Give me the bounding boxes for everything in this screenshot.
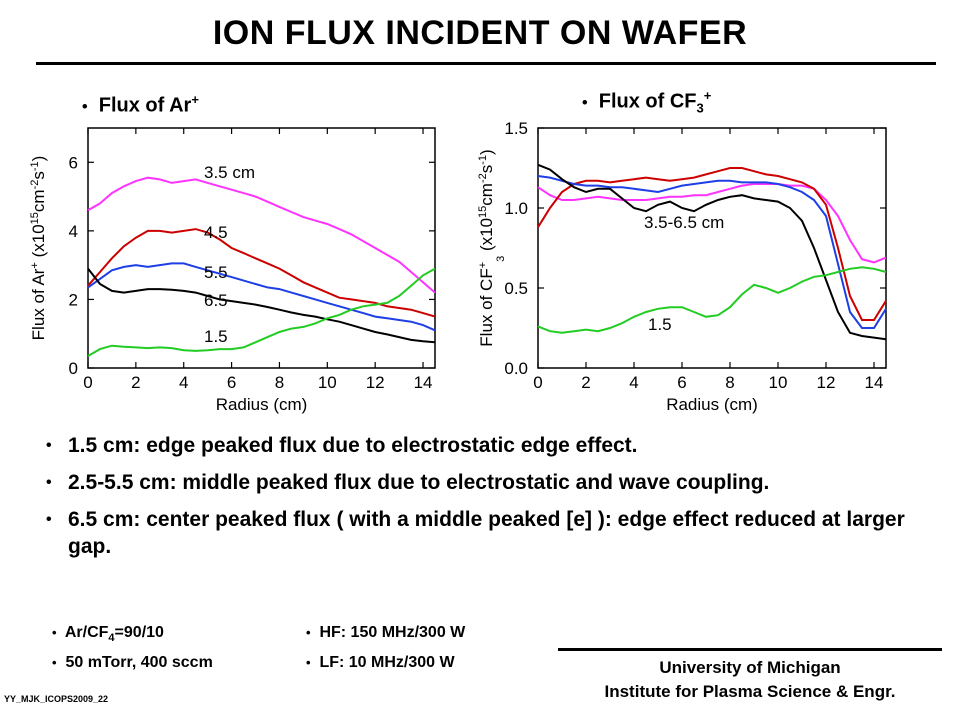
- right-plot-label-sup: +: [703, 88, 712, 103]
- condition-gas: • Ar/CF4=90/10: [52, 624, 164, 644]
- bullet-glyph: •: [52, 655, 57, 670]
- slide-title: ION FLUX INCIDENT ON WAFER: [212, 14, 748, 52]
- observations-list: • 1.5 cm: edge peaked flux due to electro…: [46, 432, 926, 570]
- condition-hf: • HF: 150 MHz/300 W: [306, 624, 465, 642]
- observation-text: 1.5 cm: edge peaked flux due to electros…: [68, 434, 638, 457]
- x-tick-label: 0: [83, 373, 92, 392]
- series-line: [537, 266, 887, 334]
- footer-line-1: University of Michigan: [659, 658, 841, 677]
- series-label: 6.5: [204, 291, 228, 310]
- right-plot-label: • Flux of CF3+: [582, 88, 711, 116]
- annotation-label: 1.5: [648, 315, 672, 334]
- x-tick-label: 6: [677, 373, 686, 392]
- series-line: [537, 183, 887, 264]
- y-tick-label: 0.5: [504, 279, 528, 298]
- bullet-glyph: •: [46, 437, 52, 454]
- y-tick-label: 0: [69, 359, 78, 378]
- left-plot-label-text: Flux of Ar: [98, 94, 192, 117]
- x-axis-label: Radius (cm): [216, 395, 308, 414]
- series-label: 3.5 cm: [204, 163, 255, 182]
- y-axis-label: Flux of Ar+ (x1015cm-2s-1): [29, 156, 48, 341]
- y-tick-label: 1.0: [504, 199, 528, 218]
- bullet-glyph: •: [82, 98, 88, 116]
- right-plot-label-text: Flux of CF: [598, 90, 697, 113]
- series-line: [537, 175, 887, 329]
- condition-lf: • LF: 10 MHz/300 W: [306, 654, 455, 672]
- series-label: 4.5: [204, 223, 228, 242]
- series-line: [87, 267, 436, 344]
- bullet-glyph: •: [46, 511, 52, 528]
- observation-text: 6.5 cm: center peaked flux ( with a midd…: [68, 508, 905, 558]
- series-line: [537, 163, 887, 341]
- x-tick-label: 6: [227, 373, 236, 392]
- pressure-text: 50 mTorr, 400 sccm: [65, 654, 213, 671]
- series-line: [87, 267, 436, 357]
- plot-frame: [87, 127, 436, 369]
- x-tick-label: 10: [318, 373, 337, 392]
- plot-frame: [537, 127, 887, 369]
- x-tick-label: 4: [179, 373, 188, 392]
- gas-ratio-pre: Ar/CF: [64, 624, 109, 641]
- observation-item: • 1.5 cm: edge peaked flux due to electro…: [46, 432, 926, 459]
- x-tick-label: 4: [629, 373, 638, 392]
- gas-ratio-post: =90/10: [114, 624, 164, 641]
- x-tick-label: 8: [725, 373, 734, 392]
- left-plot-label: • Flux of Ar+: [82, 92, 199, 118]
- lf-text: LF: 10 MHz/300 W: [319, 654, 455, 671]
- x-tick-label: 12: [817, 373, 836, 392]
- left-plot-label-sup: +: [191, 92, 199, 107]
- observation-text: 2.5-5.5 cm: middle peaked flux due to el…: [68, 471, 770, 494]
- x-tick-label: 2: [131, 373, 140, 392]
- x-tick-label: 10: [769, 373, 788, 392]
- footer-affiliation: University of Michigan Institute for Pla…: [552, 656, 948, 704]
- x-tick-label: 14: [414, 373, 433, 392]
- y-tick-label: 2: [69, 290, 78, 309]
- y-axis-label: Flux of CF+3 (x1015cm-2s-1): [477, 149, 507, 346]
- series-label: 5.5: [204, 263, 228, 282]
- bullet-glyph: •: [306, 625, 311, 640]
- y-tick-label: 6: [69, 153, 78, 172]
- x-tick-label: 14: [865, 373, 884, 392]
- y-tick-label: 0.0: [504, 359, 528, 378]
- bullet-glyph: •: [582, 94, 588, 112]
- gas-ratio-sub: 4: [108, 632, 115, 645]
- condition-pressure: • 50 mTorr, 400 sccm: [52, 654, 213, 672]
- series-line: [87, 176, 436, 294]
- footer-line-2: Institute for Plasma Science & Engr.: [604, 682, 896, 701]
- right-plot-label-sub: 3: [696, 100, 704, 116]
- bullet-glyph: •: [306, 655, 311, 670]
- flux-charts: 0 2 4 6 8 10 12 14 0 2 4 6 Radius (cm) Flux of Ar+ (x…: [29, 119, 887, 414]
- observation-item: • 2.5-5.5 cm: middle peaked flux due to e…: [46, 469, 926, 496]
- hf-text: HF: 150 MHz/300 W: [319, 624, 466, 641]
- series-line: [87, 262, 436, 332]
- series-label: 1.5: [204, 327, 228, 346]
- series-line: [537, 167, 887, 321]
- annotation-label: 3.5-6.5 cm: [644, 213, 724, 232]
- x-tick-label: 8: [275, 373, 284, 392]
- footer-divider: [558, 648, 942, 651]
- title-divider: [36, 62, 936, 65]
- y-tick-label: 4: [69, 222, 78, 241]
- observation-item: • 6.5 cm: center peaked flux ( with a mid…: [46, 506, 926, 560]
- x-axis-label: Radius (cm): [666, 395, 758, 414]
- bullet-glyph: •: [52, 625, 57, 640]
- y-tick-label: 1.5: [504, 119, 528, 138]
- x-tick-label: 0: [533, 373, 542, 392]
- bullet-glyph: •: [46, 474, 52, 491]
- x-tick-label: 12: [366, 373, 385, 392]
- slide-code: YY_MJK_ICOPS2009_22: [4, 694, 109, 704]
- left-chart-ar-flux: 0 2 4 6 8 10 12 14 0 2 4 6 Radius (cm) Flux of Ar+ (x…: [29, 127, 436, 414]
- x-tick-label: 2: [581, 373, 590, 392]
- right-chart-cf3-flux: 0 2 4 6 8 10 12 14 0.0 0.5 1.0 1.5 Radius (cm) Flux o…: [477, 119, 887, 414]
